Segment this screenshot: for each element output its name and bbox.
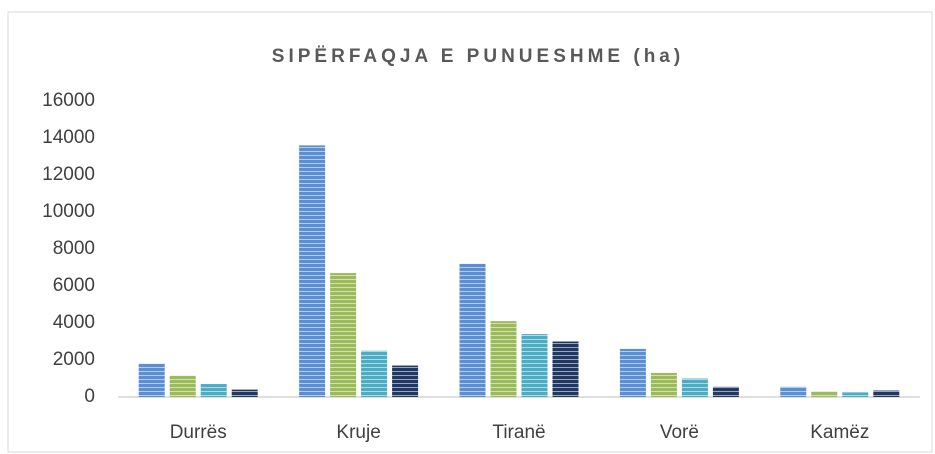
- x-tick-label: Vorë: [660, 422, 699, 443]
- bar: [521, 334, 548, 397]
- chart-border: [7, 11, 933, 453]
- bar: [392, 365, 419, 397]
- bar: [619, 348, 646, 397]
- x-tick-label: Kamëz: [810, 422, 869, 443]
- bar: [459, 263, 486, 397]
- y-tick-label: 4000: [53, 312, 95, 333]
- bar: [200, 384, 227, 397]
- y-tick-label: 0: [84, 386, 95, 407]
- y-tick-label: 12000: [42, 164, 95, 185]
- bar: [811, 391, 838, 397]
- y-tick-label: 2000: [53, 349, 95, 370]
- bar: [650, 372, 677, 397]
- bar: [490, 321, 517, 397]
- bar: [330, 273, 357, 397]
- bar: [873, 390, 900, 397]
- bar: [842, 392, 869, 397]
- bar: [361, 350, 388, 397]
- x-tick-label: Durrës: [170, 422, 227, 443]
- chart-title: SIPËRFAQJA E PUNUESHME (ha): [272, 46, 684, 67]
- bar: [681, 378, 708, 397]
- y-tick-label: 10000: [42, 201, 95, 222]
- bar: [712, 386, 739, 397]
- y-tick-label: 16000: [42, 90, 95, 111]
- bar: [138, 363, 165, 397]
- y-tick-label: 8000: [53, 238, 95, 259]
- bar: [299, 145, 326, 397]
- bar: [780, 386, 807, 397]
- x-tick-label: Tiranë: [492, 422, 545, 443]
- bar: [169, 375, 196, 397]
- bar: [231, 389, 258, 397]
- y-tick-label: 14000: [42, 127, 95, 148]
- y-tick-label: 6000: [53, 275, 95, 296]
- bar: [552, 341, 579, 397]
- x-tick-label: Kruje: [336, 422, 380, 443]
